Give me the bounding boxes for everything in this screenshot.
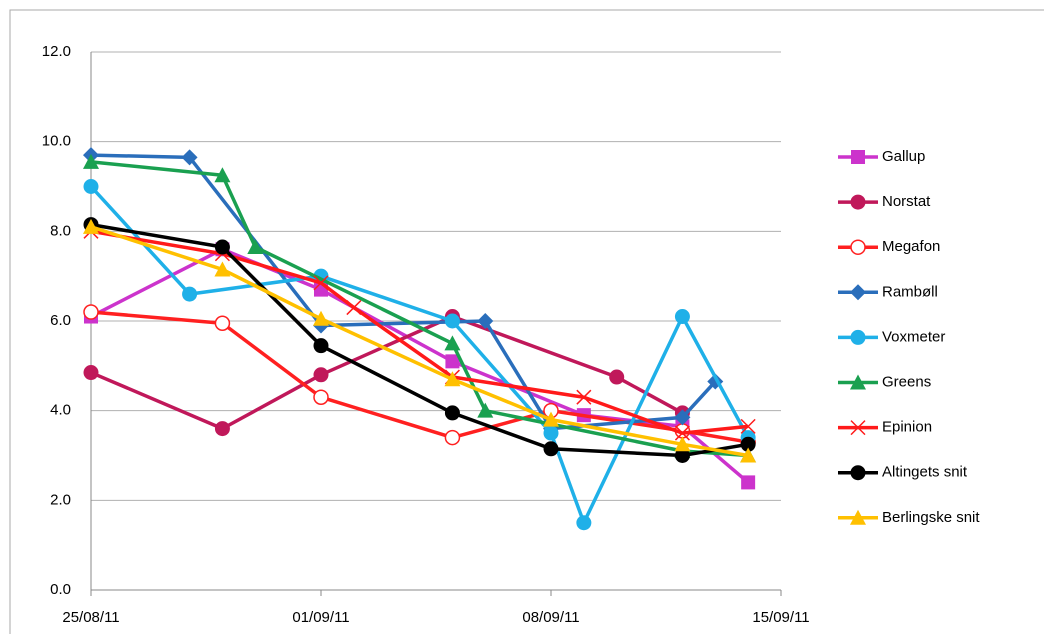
legend-marker (850, 284, 866, 301)
marker (576, 515, 592, 531)
legend-marker (850, 194, 866, 210)
y-tick-label: 8.0 (50, 222, 71, 239)
series-line (90, 229, 749, 435)
marker (83, 153, 99, 169)
y-tick-label: 6.0 (50, 312, 71, 329)
marker (445, 354, 460, 369)
marker (313, 338, 329, 354)
legend-label: Rambøll (882, 283, 938, 300)
marker (214, 167, 231, 183)
series: Voxmeter (83, 179, 945, 531)
y-tick-label: 0.0 (50, 581, 71, 598)
y-tick-label: 10.0 (42, 133, 71, 150)
marker (346, 300, 362, 316)
marker (313, 389, 329, 405)
series: Berlingske snit (83, 218, 980, 526)
marker (214, 315, 231, 331)
y-tick-label: 12.0 (42, 43, 71, 60)
marker (477, 402, 494, 418)
marker (444, 371, 461, 387)
legend-marker (850, 420, 866, 436)
series-line (90, 314, 684, 431)
marker (83, 179, 99, 194)
marker (83, 365, 99, 381)
marker (182, 286, 198, 302)
x-tick-label: 01/09/11 (292, 609, 349, 626)
marker (674, 409, 691, 426)
legend-label: Gallup (882, 148, 925, 165)
marker (181, 149, 198, 166)
marker (313, 367, 329, 383)
series: Altingets snit (83, 217, 968, 481)
marker (543, 411, 559, 427)
marker (313, 275, 329, 291)
legend-label: Voxmeter (882, 328, 945, 345)
series: Epinion (83, 223, 932, 441)
marker (609, 369, 625, 385)
marker (674, 309, 690, 325)
x-tick-label: 15/09/11 (752, 609, 809, 626)
marker (214, 421, 230, 437)
marker (740, 418, 756, 434)
x-tick-label: 25/08/11 (62, 609, 119, 626)
legend-marker (850, 465, 866, 481)
legend-marker (850, 239, 866, 255)
legend-label: Norstat (882, 193, 931, 210)
marker (444, 335, 461, 351)
marker (576, 389, 592, 405)
legend-label: Megafon (882, 238, 940, 255)
marker (313, 310, 329, 326)
marker (674, 436, 691, 452)
y-tick-label: 2.0 (50, 491, 71, 508)
marker (543, 425, 559, 441)
marker (741, 475, 756, 490)
marker (674, 425, 690, 441)
marker (214, 239, 230, 255)
marker (444, 429, 461, 446)
legend-marker (850, 374, 866, 390)
marker (83, 304, 99, 320)
legend-marker (851, 150, 865, 164)
legend-label: Greens (882, 373, 931, 390)
legend-marker (850, 509, 866, 525)
marker (543, 441, 559, 457)
legend-marker (850, 329, 866, 345)
x-tick-label: 08/09/11 (522, 609, 579, 626)
series-line (89, 185, 750, 525)
legend-label: Epinion (882, 419, 932, 436)
marker (214, 261, 231, 277)
series: Norstat (83, 193, 931, 437)
marker (477, 313, 494, 329)
legend-label: Berlingske snit (882, 509, 980, 526)
marker (247, 239, 264, 255)
marker (740, 447, 757, 463)
marker (444, 405, 460, 421)
chart-frame (9, 9, 1044, 634)
y-tick-label: 4.0 (50, 402, 71, 419)
marker (83, 218, 99, 234)
marker (444, 313, 460, 329)
legend-label: Altingets snit (882, 464, 968, 481)
